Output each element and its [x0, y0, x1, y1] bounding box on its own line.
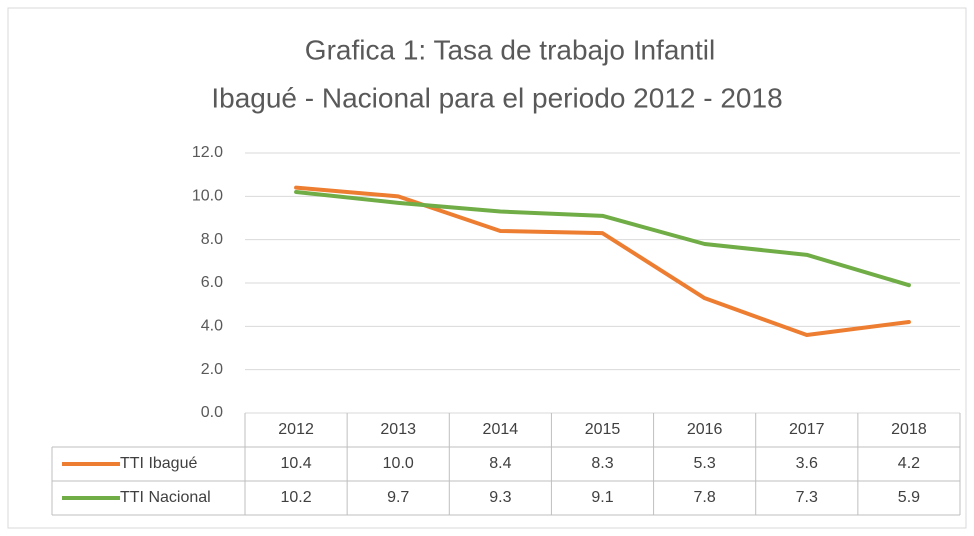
x-tick-label: 2017 — [789, 421, 825, 438]
y-tick-label: 10.0 — [192, 188, 223, 205]
data-label: 4.2 — [898, 455, 920, 472]
x-tick-label: 2018 — [891, 421, 927, 438]
chart-title: Ibagué - Nacional para el periodo 2012 -… — [211, 82, 782, 113]
x-tick-label: 2015 — [585, 421, 621, 438]
series-line — [294, 185, 911, 337]
data-label: 8.3 — [591, 455, 613, 472]
y-tick-label: 4.0 — [201, 318, 223, 335]
data-label: 3.6 — [796, 455, 818, 472]
data-label: 7.3 — [796, 489, 818, 506]
data-label: 9.1 — [591, 489, 613, 506]
data-label: 5.9 — [898, 489, 920, 506]
data-label: 10.2 — [281, 489, 312, 506]
y-tick-label: 6.0 — [201, 274, 223, 291]
legend-label: TTI Nacional — [120, 489, 211, 506]
y-tick-label: 12.0 — [192, 144, 223, 161]
series-line — [294, 190, 911, 288]
x-tick-label: 2016 — [687, 421, 723, 438]
data-label: 5.3 — [694, 455, 716, 472]
x-tick-label: 2012 — [278, 421, 314, 438]
chart-title: Grafica 1: Tasa de trabajo Infantil — [305, 34, 715, 65]
chart-frame — [7, 7, 967, 529]
x-tick-label: 2014 — [483, 421, 519, 438]
x-tick-label: 2013 — [380, 421, 416, 438]
y-tick-label: 8.0 — [201, 231, 223, 248]
y-tick-label: 0.0 — [201, 404, 223, 421]
data-label: 7.8 — [694, 489, 716, 506]
data-label: 9.7 — [387, 489, 409, 506]
y-tick-label: 2.0 — [201, 361, 223, 378]
data-label: 9.3 — [489, 489, 511, 506]
data-label: 8.4 — [489, 455, 511, 472]
data-label: 10.0 — [383, 455, 414, 472]
data-label: 10.4 — [281, 455, 312, 472]
legend-label: TTI Ibagué — [120, 455, 197, 472]
